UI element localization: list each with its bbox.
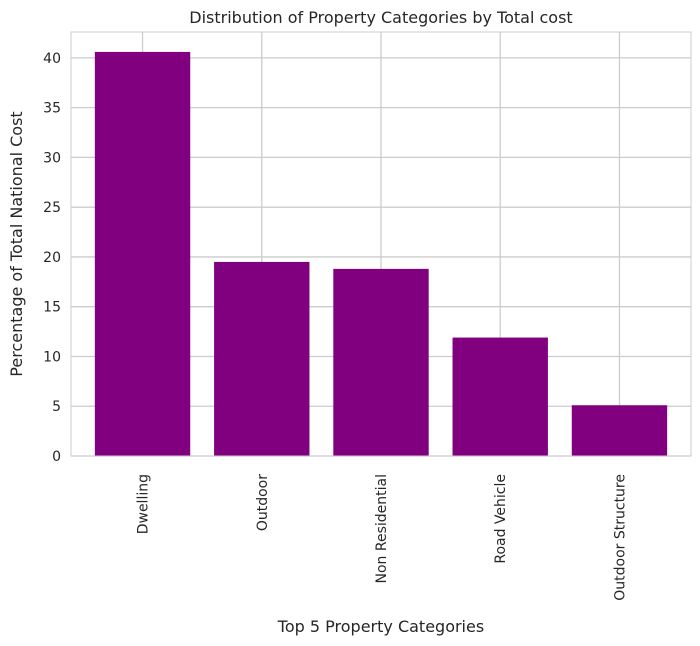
bar bbox=[452, 337, 548, 456]
y-tick-label: 40 bbox=[43, 51, 61, 67]
bar bbox=[214, 261, 310, 456]
y-tick-label: 25 bbox=[43, 200, 61, 216]
x-tick-label: Outdoor Structure bbox=[612, 474, 628, 601]
x-axis-ticks: Dwelling Outdoor Non Residential Road Vehic… bbox=[136, 474, 629, 601]
y-axis-label: Percentage of Total National Cost bbox=[7, 111, 26, 376]
x-tick-label: Dwelling bbox=[136, 474, 152, 534]
x-tick-label: Non Residential bbox=[374, 474, 390, 583]
y-tick-label: 0 bbox=[52, 449, 61, 465]
y-axis-ticks: 0 5 10 15 20 25 30 35 40 bbox=[43, 51, 61, 465]
bar bbox=[571, 405, 668, 456]
y-tick-label: 20 bbox=[43, 250, 61, 266]
x-axis-label: Top 5 Property Categories bbox=[277, 617, 484, 636]
x-tick-label: Outdoor bbox=[255, 474, 271, 531]
y-tick-label: 15 bbox=[43, 300, 61, 316]
bar bbox=[333, 268, 429, 456]
y-tick-label: 30 bbox=[43, 150, 61, 166]
y-tick-label: 35 bbox=[43, 101, 61, 117]
bar bbox=[94, 51, 191, 457]
x-tick-label: Road Vehicle bbox=[493, 474, 509, 564]
plot-frame bbox=[70, 31, 692, 457]
bars bbox=[94, 51, 668, 457]
y-tick-label: 10 bbox=[43, 349, 61, 365]
y-tick-label: 5 bbox=[52, 399, 61, 415]
chart-title: Distribution of Property Categories by T… bbox=[189, 8, 572, 27]
